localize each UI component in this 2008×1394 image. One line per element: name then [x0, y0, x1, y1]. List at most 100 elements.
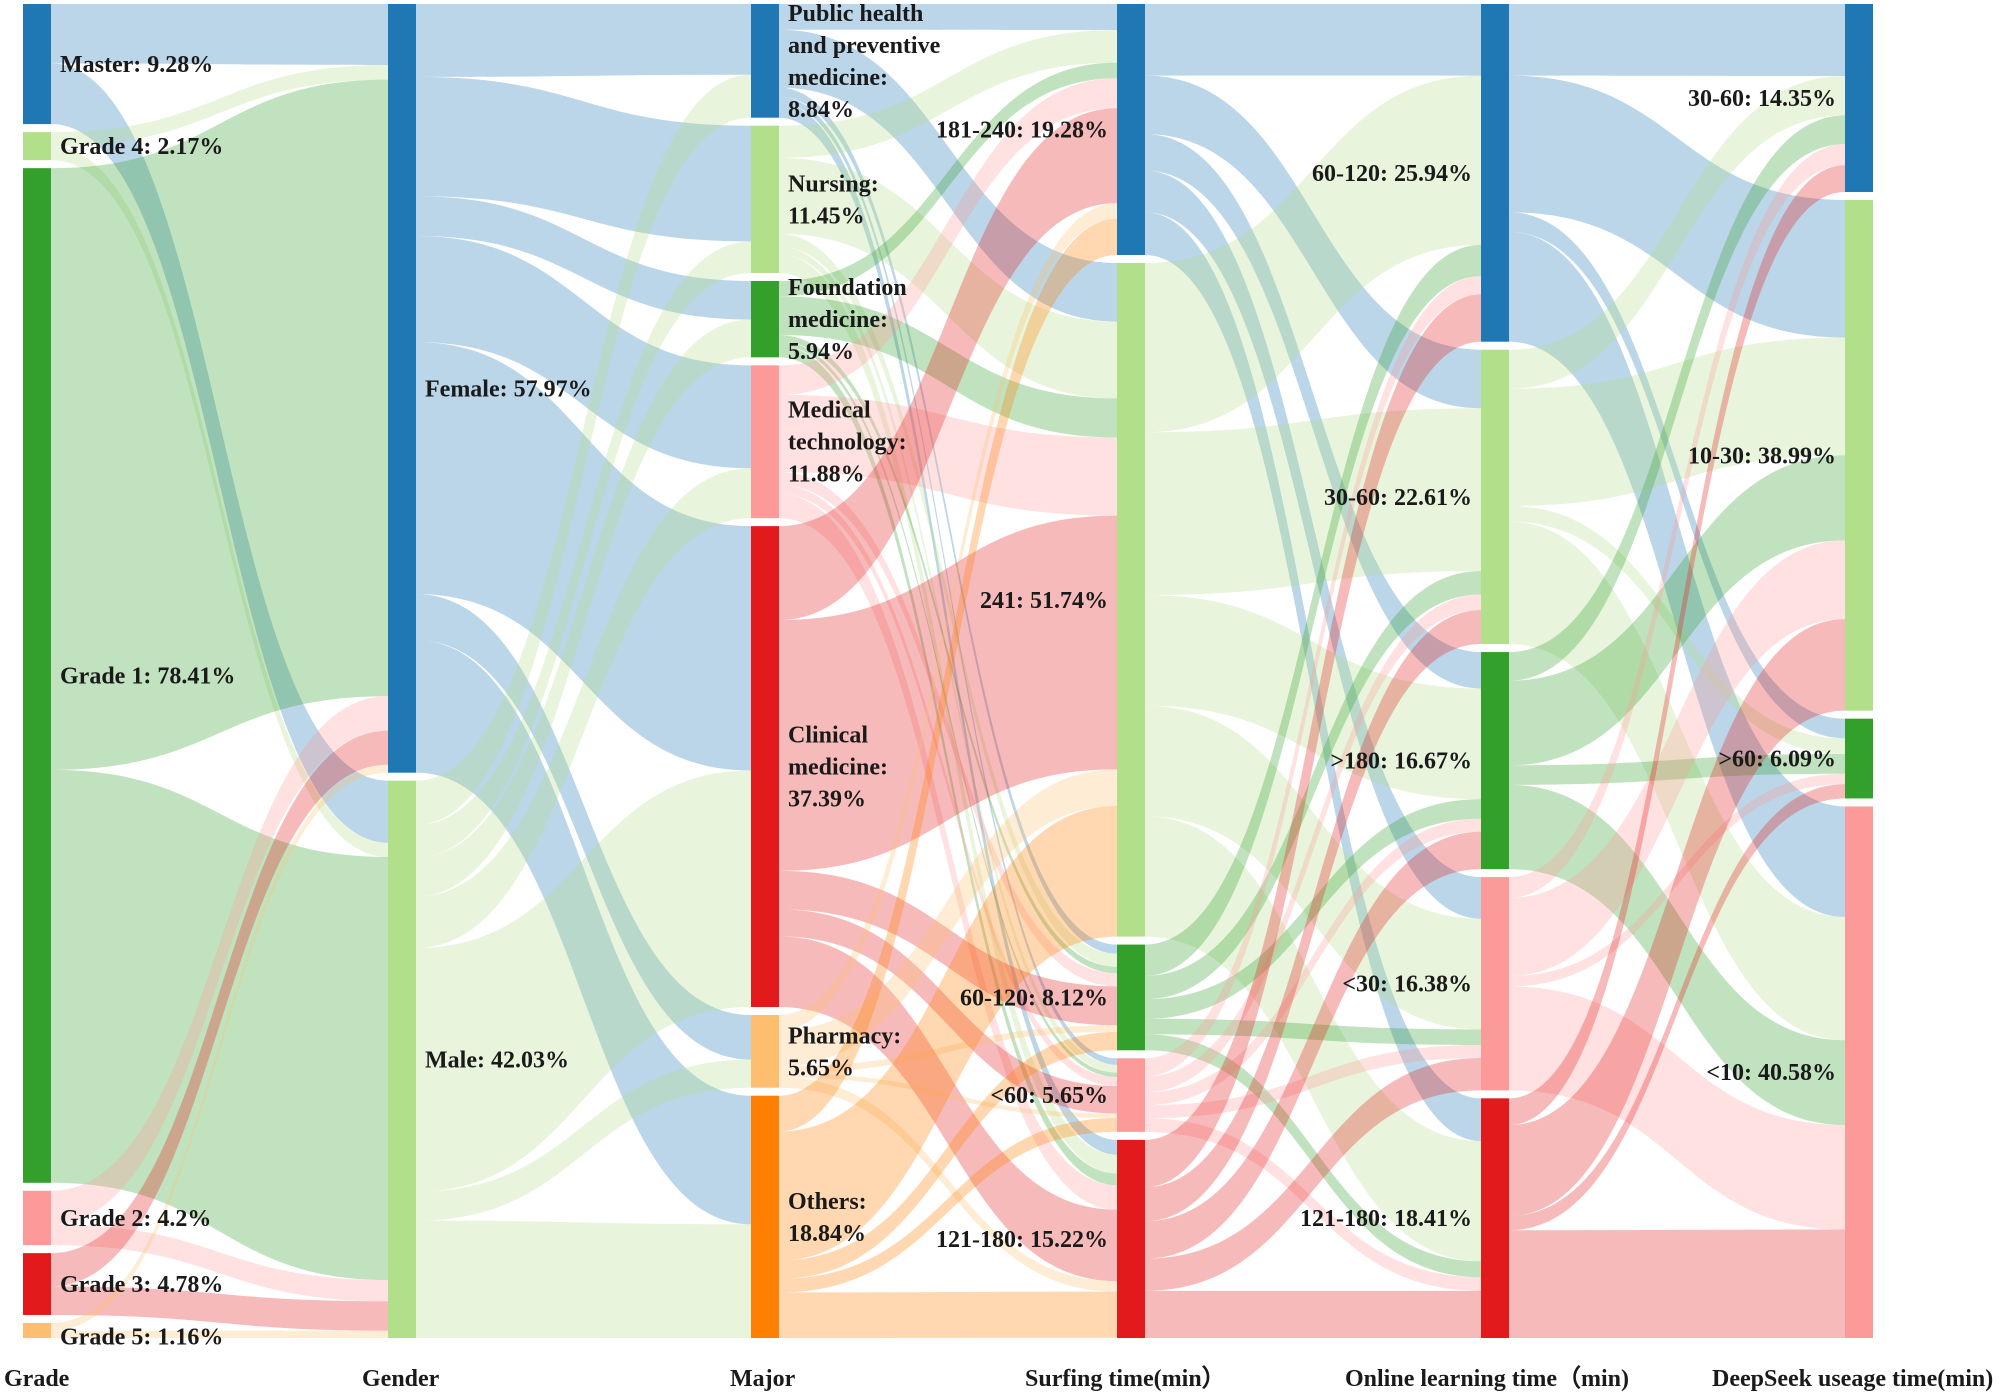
node-label-line: >60: 6.09%	[1718, 747, 1836, 773]
link-grade-grade-5-to-male	[51, 1330, 388, 1338]
link-major-public-health-and-preventive-medicine-to-60-120	[779, 87, 1117, 954]
link-online-learning-time-min-30-to-10	[1509, 986, 1845, 1230]
node-label-line: and preventive	[788, 33, 941, 59]
node-online-learning-time-min-30-60	[1481, 349, 1509, 645]
node-label-line: 10-30: 38.99%	[1688, 443, 1836, 469]
node-gender-male	[388, 780, 416, 1338]
link-gender-female-to-foundation-medicine	[416, 196, 751, 320]
node-label-line: Grade 4: 2.17%	[60, 134, 223, 160]
link-online-learning-time-min-121-180-to-30-60	[1509, 165, 1845, 1126]
labels-layer: Master: 9.28% Grade 4: 2.17% Grade 1: 78.4…	[60, 1, 1836, 1351]
link-surfing-time-min-60-120-to-30-60	[1145, 571, 1481, 1000]
axis-labels: Grade Gender Major Surfing time(min） Online …	[4, 1365, 1993, 1392]
node-label-online-learning-time-min-30: <30: 16.38%	[1342, 972, 1472, 998]
axis-label-gender: Gender	[362, 1366, 440, 1392]
link-online-learning-time-min-30-to-60	[1509, 773, 1845, 987]
node-label-line: medicine:	[788, 307, 888, 333]
link-major-clinical-medicine-to-181-240	[779, 108, 1117, 621]
node-label-line: 11.88%	[788, 462, 865, 488]
link-major-medical-technology-to-241	[779, 394, 1117, 516]
link-online-learning-time-min-180-to-10-30	[1509, 455, 1845, 766]
node-label-online-learning-time-min-180: >180: 16.67%	[1330, 749, 1472, 775]
node-label-line: 121-180: 15.22%	[936, 1227, 1108, 1253]
link-major-nursing-to-181-240	[779, 30, 1117, 158]
link-surfing-time-min-121-180-to-30	[1145, 1058, 1481, 1291]
link-online-learning-time-min-60-120-to-10	[1509, 231, 1845, 918]
link-online-learning-time-min-180-to-30-60	[1509, 115, 1845, 681]
node-label-line: Clinical	[788, 723, 868, 749]
node-label-line: Foundation	[788, 275, 907, 301]
axis-label-deepseek-useage-time-min: DeepSeek useage time(min)	[1712, 1366, 1993, 1392]
node-label-line: <30: 16.38%	[1342, 972, 1472, 998]
node-online-learning-time-min-30	[1481, 877, 1509, 1091]
link-major-nursing-to-60	[779, 246, 1117, 1073]
link-major-public-health-and-preventive-medicine-to-181-240	[779, 4, 1117, 31]
node-online-learning-time-min-60-120	[1481, 4, 1509, 342]
link-major-foundation-medicine-to-181-240	[779, 62, 1117, 297]
link-online-learning-time-min-60-120-to-60	[1509, 212, 1845, 739]
link-major-pharmacy-to-181-240	[779, 203, 1117, 1031]
link-gender-female-to-medical-technology	[416, 236, 751, 469]
node-label-online-learning-time-min-121-180: 121-180: 18.41%	[1300, 1206, 1472, 1232]
link-surfing-time-min-121-180-to-30-60	[1145, 610, 1481, 1222]
link-surfing-time-min-121-180-to-60-120	[1145, 294, 1481, 1188]
link-major-foundation-medicine-to-60-120	[779, 334, 1117, 974]
node-label-line: Male: 42.03%	[425, 1047, 569, 1073]
link-grade-grade-1-to-male	[51, 769, 388, 1281]
node-surfing-time-min-181-240	[1117, 4, 1145, 256]
node-label-line: 30-60: 14.35%	[1688, 86, 1836, 112]
node-grade-grade-4	[23, 132, 51, 161]
node-major-clinical-medicine	[751, 526, 779, 1008]
link-surfing-time-min-241-to-30-60	[1145, 408, 1481, 595]
node-label-grade-grade-3: Grade 3: 4.78%	[60, 1272, 223, 1298]
node-label-major-public-health-and-preventive-medicine: Public health and preventive medicine: 8.84…	[788, 1, 941, 123]
link-gender-female-to-others	[416, 640, 751, 1225]
node-major-public-health-and-preventive-medicine	[751, 4, 779, 118]
link-online-learning-time-min-30-60-to-30-60	[1509, 76, 1845, 389]
link-gender-female-to-nursing	[416, 76, 751, 242]
node-label-gender-male: Male: 42.03%	[425, 1047, 569, 1073]
link-surfing-time-min-60-120-to-121-180	[1145, 1034, 1481, 1278]
link-online-learning-time-min-30-60-to-60	[1509, 505, 1845, 755]
link-major-others-to-121-180	[779, 1291, 1117, 1338]
link-major-medical-technology-to-181-240	[779, 78, 1117, 395]
link-grade-master-to-male	[51, 63, 388, 843]
node-grade-master	[23, 4, 51, 125]
axis-label-grade: Grade	[4, 1366, 70, 1392]
link-grade-grade-3-to-female	[51, 730, 388, 1287]
node-label-line: medicine:	[788, 755, 888, 781]
node-label-surfing-time-min-181-240: 181-240: 19.28%	[936, 118, 1108, 144]
link-online-learning-time-min-121-180-to-10	[1509, 1229, 1845, 1338]
node-label-grade-grade-2: Grade 2: 4.2%	[60, 1206, 211, 1232]
node-label-major-others: Others: 18.84%	[788, 1189, 867, 1247]
node-label-grade-grade-4: Grade 4: 2.17%	[60, 134, 223, 160]
node-label-line: Grade 5: 1.16%	[60, 1324, 223, 1350]
node-label-grade-master: Master: 9.28%	[60, 52, 213, 78]
link-major-nursing-to-241	[779, 157, 1117, 399]
node-grade-grade-1	[23, 168, 51, 1183]
node-label-line: Grade 1: 78.41%	[60, 663, 235, 689]
node-surfing-time-min-121-180	[1117, 1139, 1145, 1338]
node-label-major-clinical-medicine: Clinical medicine: 37.39%	[788, 723, 888, 813]
node-label-line: Grade 2: 4.2%	[60, 1206, 211, 1232]
link-online-learning-time-min-30-to-10-30	[1509, 540, 1845, 977]
node-major-others	[751, 1095, 779, 1338]
node-label-line: Medical	[788, 398, 871, 424]
node-grade-grade-2	[23, 1190, 51, 1246]
node-label-line: 11.45%	[788, 203, 865, 229]
node-label-line: technology:	[788, 430, 907, 456]
node-major-nursing	[751, 125, 779, 273]
node-label-deepseek-useage-time-min-60: >60: 6.09%	[1718, 747, 1836, 773]
link-major-pharmacy-to-60	[779, 1072, 1117, 1119]
node-label-line: Grade 3: 4.78%	[60, 1272, 223, 1298]
link-grade-grade-4-to-male	[51, 146, 388, 857]
link-major-nursing-to-121-180	[779, 254, 1117, 1174]
node-label-major-medical-technology: Medical technology: 11.88%	[788, 398, 907, 488]
link-online-learning-time-min-121-180-to-10-30	[1509, 619, 1845, 1217]
node-label-grade-grade-5: Grade 5: 1.16%	[60, 1324, 223, 1350]
node-label-line: Female: 57.97%	[425, 376, 592, 402]
link-grade-grade-5-to-female	[51, 764, 388, 1331]
link-surfing-time-min-241-to-180	[1145, 594, 1481, 800]
link-major-medical-technology-to-60-120	[779, 472, 1117, 987]
node-label-line: Master: 9.28%	[60, 52, 213, 78]
